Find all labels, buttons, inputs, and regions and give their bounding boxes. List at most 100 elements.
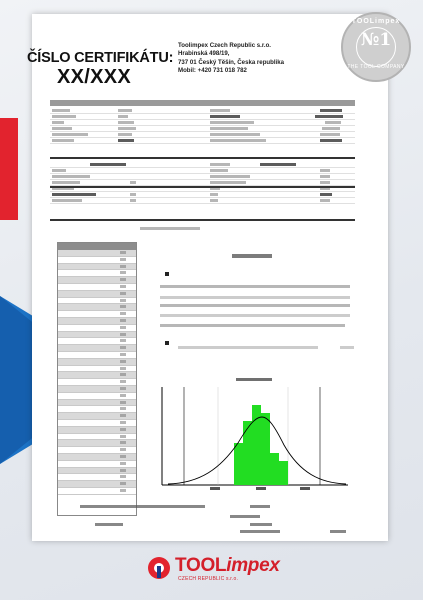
table-row [50,168,355,174]
text-line [160,285,350,288]
table-row [58,481,136,488]
signature-line [330,530,346,533]
histogram-bar [234,443,243,485]
measurement-table [57,242,137,516]
certificate-number: XX/XXX [57,66,132,88]
company-phone: Mobil: +420 731 018 782 [178,67,247,75]
table-row [58,420,136,427]
table-row [58,277,136,284]
stamp-inner-ring [356,27,396,67]
table-row [50,126,355,132]
table-row [58,263,136,271]
measurement-header [58,243,136,250]
table-row [50,138,355,144]
red-accent-bar [0,118,18,220]
company-street: Hrabinská 498/19, [178,50,230,58]
table-row [58,304,136,312]
table-row [58,352,136,359]
section-title-blurred [232,254,272,258]
table-row [50,198,355,204]
toolimpex-logo: TOOLimpex CZECH REPUBLIC s.r.o. [148,555,308,585]
statement-line [250,505,270,508]
table-row [50,162,355,168]
table-row [58,413,136,420]
table-row [58,366,136,373]
histogram-bar [252,405,261,485]
logo-icon [148,557,170,579]
text-line [160,324,345,327]
table-row [58,250,136,257]
stamp-top-text: TOOLimpex [351,18,401,25]
text-line [160,314,350,317]
table-row [58,406,136,414]
table-row [58,426,136,434]
table-row [58,331,136,339]
table-row [50,132,355,138]
company-city: 737 01 Český Těšín, Česka republika [178,58,285,66]
table-row [58,338,136,346]
company-address: Toolimpex Czech Republic s.r.o. Hrabinsk… [178,42,348,76]
text-line [178,346,318,349]
table-row [58,325,136,332]
table-footnote [140,227,200,230]
histogram-bar [261,413,270,485]
logo-wordmark: TOOLimpex [175,555,280,577]
signature-line [240,530,280,533]
certificate-title: ČÍSLO CERTIFIKÁTU: [27,50,174,66]
table-row [58,474,136,482]
signature-line [95,523,123,526]
histogram-bar [279,461,288,485]
text-line [340,346,354,349]
table-row [50,114,355,120]
table-row [58,434,136,441]
table-row [58,290,136,298]
table-header [50,100,355,106]
table-row [50,192,355,198]
axis-tick-label [210,487,220,490]
logo-subtitle: CZECH REPUBLIC s.r.o. [178,576,239,582]
table-row [50,180,355,186]
table-row [50,108,355,114]
stamp-number: №1 [360,30,392,50]
table-row [58,345,136,352]
no1-seal-stamp: TOOLimpex №1 THE TOOL COMPANY [341,12,411,82]
table-row [58,317,136,325]
table-row [50,174,355,180]
table-row [58,372,136,380]
axis-tick-label [256,487,266,490]
bullet-marker [165,341,169,345]
table-row [50,186,355,192]
text-line [160,296,350,299]
normal-distribution-curve [167,416,347,485]
table-row [58,447,136,454]
table-row [58,358,136,366]
table-divider [50,219,355,221]
text-line [160,304,350,307]
table-row [58,284,136,291]
upper-parameter-table [50,100,355,144]
table-row [58,257,136,264]
stamp-bottom-text: THE TOOL COMPANY [347,64,405,70]
histogram-bar [270,453,279,485]
statement-line [80,505,205,508]
table-row [58,461,136,468]
table-row [58,393,136,400]
table-row [58,298,136,305]
table-row [58,399,136,407]
table-row [58,379,136,386]
histogram-bar [243,421,252,485]
bullet-marker [165,272,169,276]
histogram-svg [161,387,348,490]
histogram-chart [160,373,350,491]
table-row [50,120,355,126]
table-row [58,440,136,448]
table-row [58,453,136,461]
company-name: Toolimpex Czech Republic s.r.o. [178,42,272,49]
lower-parameter-table [50,162,355,204]
signature-line [250,523,272,526]
table-row [58,488,136,495]
axis-tick-label [300,487,310,490]
table-row [58,270,136,278]
statement-line [230,515,260,518]
logo-impex-text: impex [226,555,280,576]
